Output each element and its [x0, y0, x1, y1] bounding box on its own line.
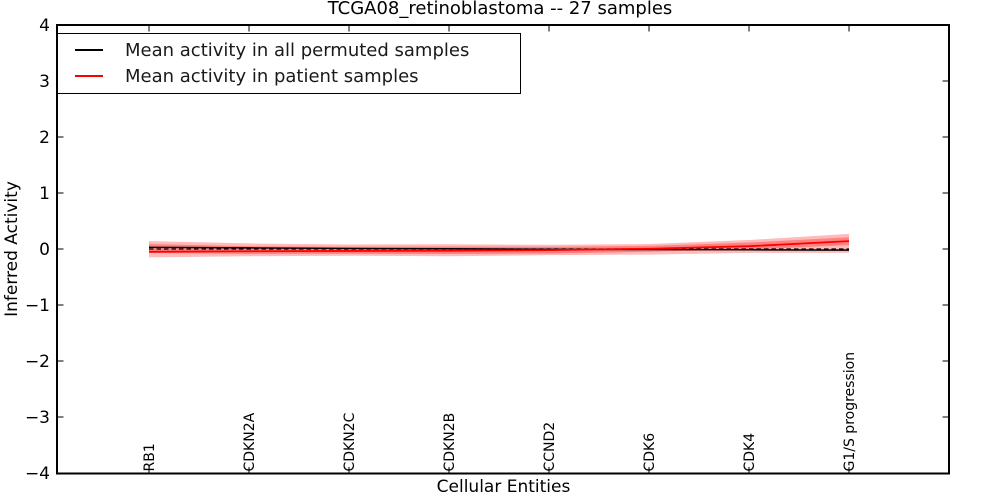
y-tick-label: 2: [39, 128, 50, 148]
x-tick-label: G1/S progression: [842, 352, 858, 472]
y-tick-label: −2: [25, 352, 50, 372]
x-tick-label: CDKN2C: [342, 412, 358, 471]
x-tick-label: RB1: [142, 443, 158, 471]
x-axis-label: Cellular Entities: [436, 477, 571, 497]
x-tick-label: CDKN2A: [242, 412, 258, 471]
legend-entry-patient: Mean activity in patient samples: [58, 63, 520, 89]
y-tick-label: −3: [25, 408, 50, 428]
x-tick-label: CCND2: [542, 422, 558, 472]
y-tick-label: 4: [39, 16, 50, 36]
black-line-sample-icon: [75, 49, 103, 51]
y-tick-label: 0: [39, 240, 50, 260]
x-tick-label: CDKN2B: [442, 413, 458, 472]
y-axis-label: Inferred Activity: [2, 181, 22, 317]
red-line-sample-icon: [75, 75, 103, 77]
series-line-0: [148, 246, 850, 251]
legend: Mean activity in all permuted samples Me…: [57, 33, 521, 94]
chart-title: TCGA08_retinoblastoma -- 27 samples: [327, 0, 673, 19]
x-tick-label: CDK6: [642, 433, 658, 472]
y-tick-label: −4: [25, 464, 50, 484]
y-tick-label: 3: [39, 72, 50, 92]
legend-entry-permuted: Mean activity in all permuted samples: [58, 37, 520, 63]
series-line-1: [148, 240, 850, 253]
x-tick-label: CDK4: [742, 433, 758, 472]
legend-label-permuted: Mean activity in all permuted samples: [125, 39, 470, 61]
legend-label-patient: Mean activity in patient samples: [125, 65, 419, 87]
y-tick-label: −1: [25, 296, 50, 316]
y-tick-label: 1: [39, 184, 50, 204]
